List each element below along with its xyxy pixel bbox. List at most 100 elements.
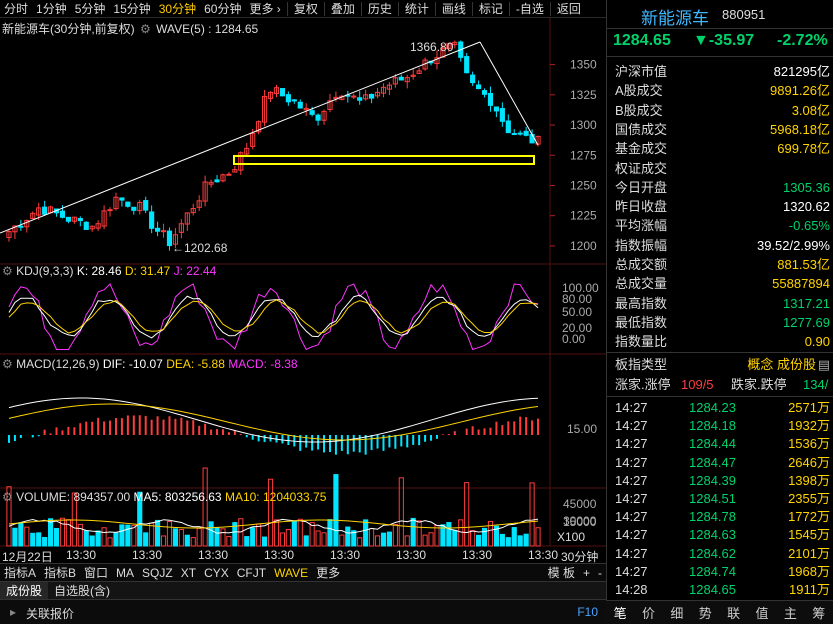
tab-constituents[interactable]: 成份股 [0,581,49,600]
status-bar: ▸ 关联报价 F10 [0,599,606,624]
candle-body [476,84,482,90]
list-icon[interactable]: ▤ [817,357,830,372]
volume-bar [529,482,535,547]
candle-body [351,95,357,98]
tab-trades[interactable]: 笔 [613,606,627,621]
volume-bar [24,526,30,547]
remove-watchlist-button[interactable]: -自选 [515,2,544,16]
kline-chart[interactable]: 1350 1325 1300 1275 1250 1225 1200 100.0080.005… [0,18,606,563]
volume-bar [404,535,410,547]
candle-body [392,77,398,85]
trend-line-up [0,41,481,234]
stat-row: 指数量比 0.90 [607,332,833,351]
candle-body [529,133,535,144]
x-label: 13:30 [330,548,361,562]
settings-icon[interactable]: ⚙ [2,490,13,504]
period-tab-15min[interactable]: 15分钟 [113,2,151,16]
period-tab-5min[interactable]: 5分钟 [74,2,106,16]
stat-label: 基金成交 [615,141,668,157]
volume-bar [458,519,464,547]
volume-bar [440,524,446,547]
history-button[interactable]: 历史 [367,2,392,16]
expand-icon[interactable]: ▸ [10,605,17,619]
tab-linked[interactable]: 联 [727,606,741,621]
statistics-button[interactable]: 统计 [404,2,429,16]
tick-price: 1284.74 [689,563,736,579]
more-button[interactable]: 更多 [316,566,341,580]
up-label: 涨家.涨停 [615,377,671,392]
tab-price[interactable]: 价 [642,606,656,621]
volume-bar [83,530,89,547]
tab-main[interactable]: 主 [783,606,797,621]
candle-body [446,43,452,49]
candle-body [208,181,214,185]
mark-button[interactable]: 标记 [478,2,503,16]
period-tab-more[interactable]: 更多 › [249,2,281,16]
quote-name: 新能源车 [641,9,709,28]
period-tab-60min[interactable]: 60分钟 [204,2,242,16]
candle-body [464,56,470,74]
quote-change: ▼-35.97 [693,32,755,49]
indicator-b-button[interactable]: 指标B [44,566,77,580]
candle-body [499,108,505,122]
zoom-in-button[interactable]: + [582,565,590,580]
settings-icon[interactable]: ⚙ [2,264,13,278]
tick-price: 1284.65 [689,582,736,597]
xt-button[interactable]: XT [180,565,197,580]
volume-bar [250,527,256,547]
tab-chips[interactable]: 筹 [812,606,826,621]
volume-bar [511,527,517,547]
fuquan-button[interactable]: 复权 [293,2,318,16]
f10-button[interactable]: F10 [577,605,598,619]
tick-row: 14:27 1284.39 1398万 [607,471,833,490]
tick-time: 14:27 [615,418,648,434]
stat-value: 1320.62 [783,199,830,215]
settings-icon[interactable]: ⚙ [2,357,13,371]
tick-row: 14:27 1284.23 2571万 [607,398,833,417]
down-label: 跌家.跌停 [731,377,787,392]
tick-time: 14:27 [615,527,648,543]
volume-bar [226,536,232,547]
tab-trend[interactable]: 势 [698,606,712,621]
draw-line-button[interactable]: 画线 [441,2,466,16]
tick-row: 14:28 1284.65 1911万 [607,580,833,599]
volume-bar [232,522,238,547]
volume-bar [214,527,220,547]
tab-watchlist[interactable]: 自选股(含) [54,583,111,598]
candle-body [357,97,363,101]
period-tab-30min[interactable]: 30分钟 [158,2,197,16]
x-label: 13:30 [132,548,163,562]
volume-ma10: MA10: 1204033.75 [224,490,327,504]
candle-body [77,217,83,222]
volume-bar [464,482,470,547]
related-quote-label[interactable]: 关联报价 [26,607,75,621]
tab-value[interactable]: 值 [755,606,769,621]
period-tab-fenshi[interactable]: 分时 [4,2,29,16]
high-label: 1366.80 [410,40,454,54]
volume-bar [48,518,54,547]
trend-line-down [479,41,539,146]
volume-bar [374,535,381,547]
sqjz-button[interactable]: SQJZ [142,565,173,580]
overlay-button[interactable]: 叠加 [330,2,355,16]
candle-body [250,132,256,147]
divider [607,28,833,29]
wave-button[interactable]: WAVE [274,565,309,580]
volume-bar [107,537,113,547]
settings-icon[interactable]: ⚙ [140,22,151,36]
back-button[interactable]: 返回 [556,2,581,16]
zoom-out-button[interactable]: - [598,565,602,580]
candle-body [363,94,369,100]
period-tab-1min[interactable]: 1分钟 [36,2,67,16]
toolbar-divider [286,1,288,16]
tab-detail[interactable]: 细 [670,606,684,621]
window-button[interactable]: 窗口 [84,566,109,580]
ma-button[interactable]: MA [116,565,135,580]
indicator-a-button[interactable]: 指标A [4,566,37,580]
candle-body [279,88,285,97]
cyx-button[interactable]: CYX [204,565,229,580]
candle-body [12,225,18,233]
tick-time: 14:27 [615,400,648,415]
template-button[interactable]: 模 板 [547,566,575,580]
cfjt-button[interactable]: CFJT [236,565,267,580]
